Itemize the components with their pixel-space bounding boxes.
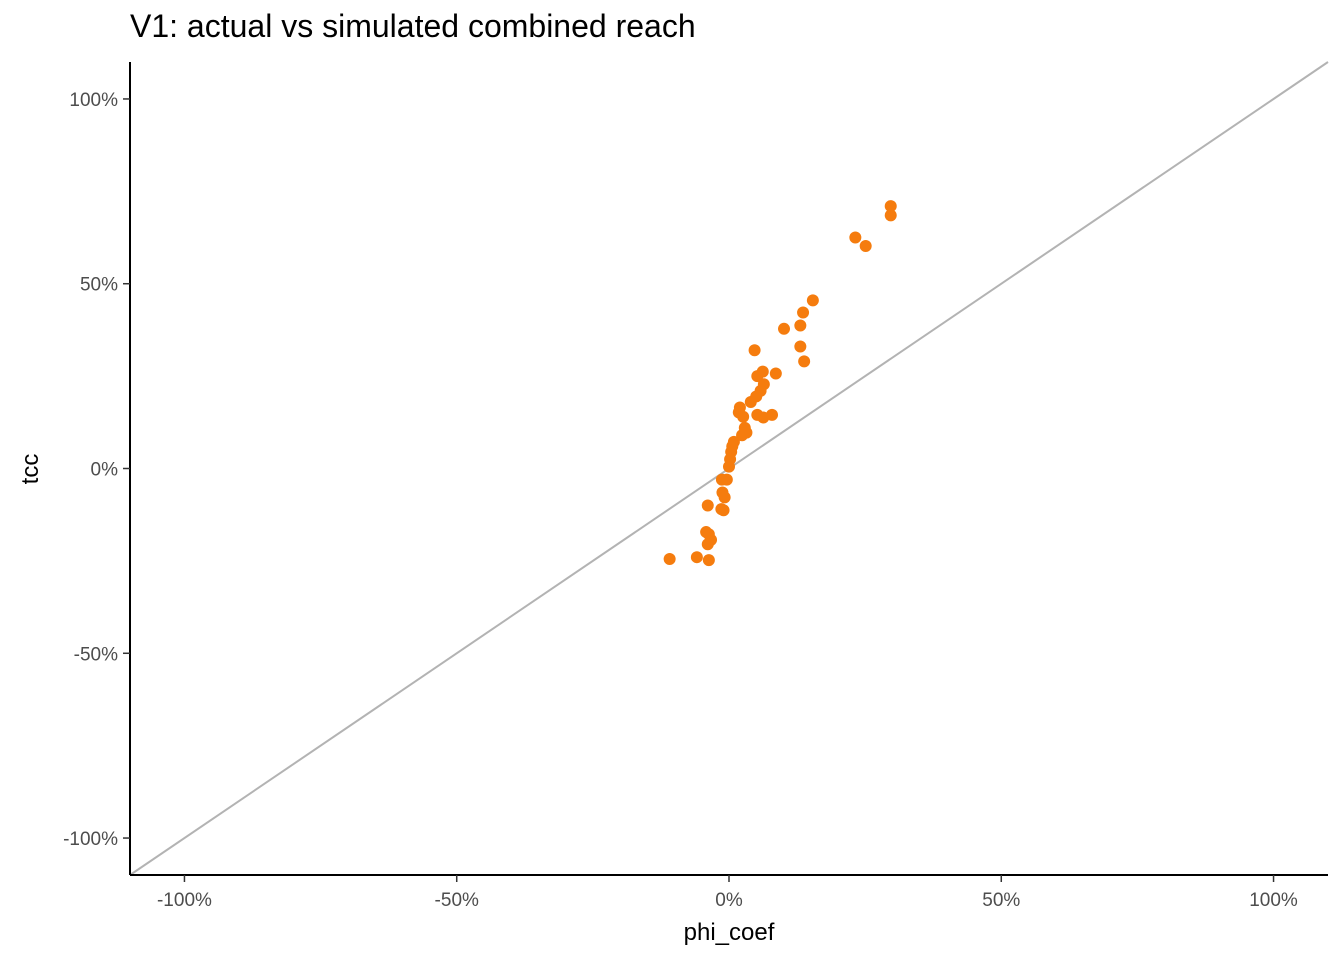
data-point-6 bbox=[794, 319, 807, 332]
chart-title: V1: actual vs simulated combined reach bbox=[130, 8, 696, 44]
data-point-3 bbox=[859, 240, 872, 253]
y-tick-label-4: 100% bbox=[69, 90, 118, 111]
data-point-33 bbox=[715, 473, 728, 486]
x-axis-ticks: -100% -50% 0% 50% 100% bbox=[157, 875, 1298, 911]
data-point-17 bbox=[744, 395, 757, 408]
points-layer bbox=[663, 200, 897, 567]
x-tick-label-0: -100% bbox=[157, 890, 212, 911]
data-point-13 bbox=[751, 370, 764, 383]
data-point-1 bbox=[884, 209, 897, 222]
data-point-43 bbox=[690, 551, 703, 564]
data-point-23 bbox=[766, 408, 779, 421]
data-point-5 bbox=[797, 306, 810, 319]
data-point-45 bbox=[702, 554, 715, 567]
data-point-38 bbox=[701, 499, 714, 512]
data-point-7 bbox=[777, 322, 790, 335]
data-point-12 bbox=[769, 367, 782, 380]
y-tick-label-1: -50% bbox=[74, 644, 118, 665]
x-tick-label-2: 0% bbox=[715, 890, 743, 911]
data-point-42 bbox=[701, 538, 714, 551]
data-point-4 bbox=[806, 294, 819, 307]
data-point-35 bbox=[718, 491, 731, 504]
data-point-26 bbox=[736, 429, 749, 442]
x-axis-title: phi_coef bbox=[684, 919, 775, 946]
data-point-2 bbox=[849, 231, 862, 244]
data-point-9 bbox=[798, 355, 811, 368]
data-point-31 bbox=[723, 460, 735, 473]
data-point-44 bbox=[663, 553, 676, 566]
x-tick-label-3: 50% bbox=[982, 890, 1020, 911]
y-tick-label-2: 0% bbox=[91, 460, 119, 481]
data-point-37 bbox=[717, 504, 730, 517]
data-point-8 bbox=[794, 340, 807, 353]
x-tick-label-4: 100% bbox=[1249, 890, 1298, 911]
y-tick-label-0: -100% bbox=[63, 829, 118, 850]
y-tick-label-3: 50% bbox=[80, 275, 118, 296]
data-point-20 bbox=[737, 410, 750, 423]
data-point-10 bbox=[748, 344, 761, 357]
data-point-0 bbox=[884, 200, 897, 213]
x-tick-label-1: -50% bbox=[435, 890, 479, 911]
y-axis-title: tcc bbox=[17, 454, 44, 485]
y-axis-ticks: -100% -50% 0% 50% 100% bbox=[63, 90, 130, 850]
